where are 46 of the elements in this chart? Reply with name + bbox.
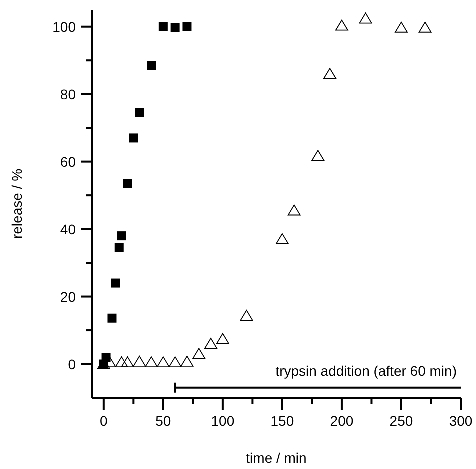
- x-tick-label: 50: [156, 413, 172, 429]
- point: [123, 179, 132, 188]
- point: [192, 348, 206, 360]
- point: [324, 68, 337, 80]
- point: [182, 22, 192, 32]
- point: [156, 356, 170, 368]
- point: [168, 356, 182, 368]
- y-axis-title: release / %: [9, 168, 25, 240]
- y-tick-label: 40: [60, 221, 76, 238]
- annotation: trypsin addition (after 60 min): [276, 362, 457, 379]
- x-tick-label: 300: [449, 413, 473, 429]
- y-tick-label: 20: [60, 288, 76, 305]
- point: [111, 278, 120, 288]
- point: [129, 134, 138, 143]
- x-axis-title: time / min: [246, 450, 307, 466]
- point: [180, 356, 194, 367]
- y-tick-label: 100: [52, 18, 76, 35]
- point: [288, 204, 301, 216]
- point: [121, 356, 134, 368]
- point: [133, 356, 146, 367]
- point: [312, 150, 325, 162]
- point: [216, 333, 230, 344]
- x-tick-label: 150: [270, 413, 294, 429]
- point: [359, 12, 372, 24]
- point: [336, 20, 348, 31]
- point: [418, 22, 432, 33]
- y-tick-label: 60: [60, 154, 76, 170]
- point: [147, 61, 156, 70]
- y-tick-label: 0: [68, 356, 76, 372]
- point: [115, 356, 128, 368]
- x-tick-label: 250: [390, 413, 414, 429]
- point: [158, 22, 168, 32]
- y-tick-label: 80: [60, 86, 76, 102]
- x-tick-label: 200: [330, 413, 354, 429]
- point: [117, 232, 126, 241]
- point: [108, 314, 117, 323]
- point: [240, 310, 254, 321]
- point: [276, 233, 289, 244]
- point: [114, 243, 124, 252]
- point: [395, 22, 408, 33]
- point: [135, 108, 144, 118]
- point: [145, 356, 158, 368]
- x-tick-label: 0: [100, 413, 108, 429]
- point: [204, 338, 218, 349]
- x-tick-label: 100: [211, 413, 235, 429]
- point: [170, 23, 180, 32]
